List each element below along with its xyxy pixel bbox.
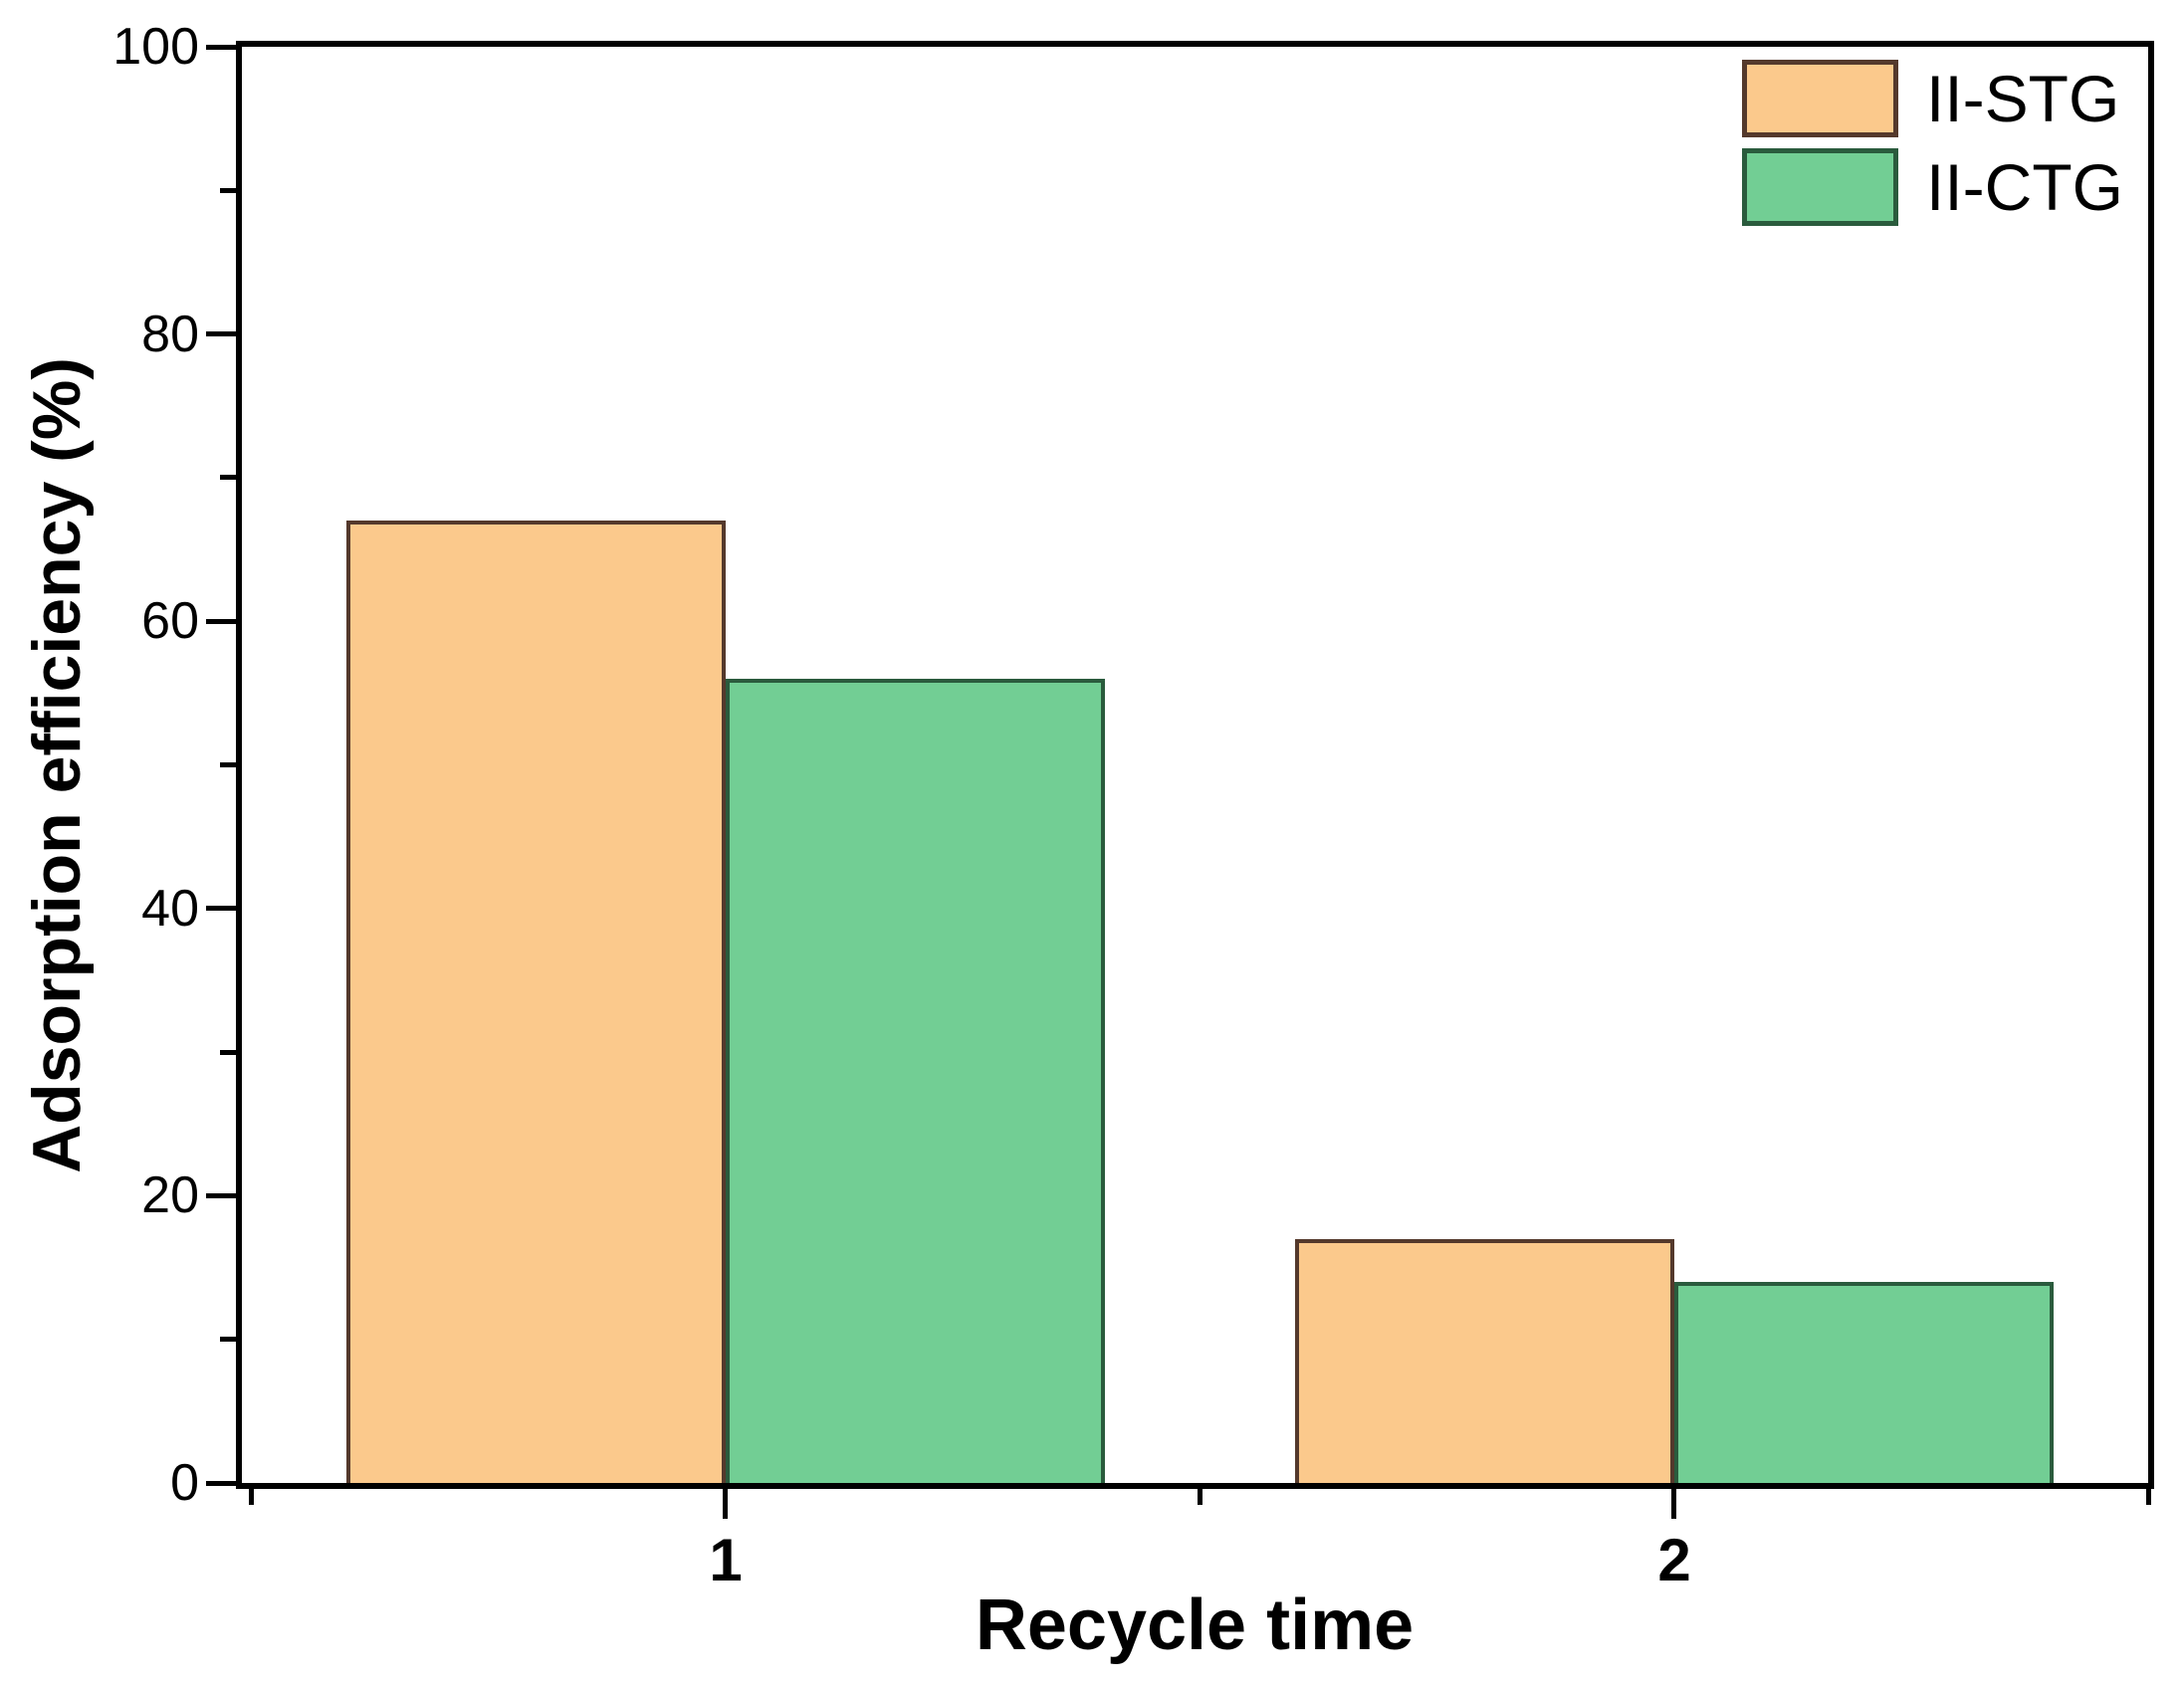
y-minor-tick	[220, 188, 236, 193]
y-minor-tick	[220, 762, 236, 767]
legend: II-STG II-CTG	[1742, 60, 2123, 226]
y-minor-tick	[220, 1050, 236, 1055]
y-minor-tick	[220, 1337, 236, 1342]
x-axis-title: Recycle time	[975, 1585, 1415, 1665]
y-tick-label: 20	[141, 1166, 199, 1224]
bar-II-STG-1	[346, 521, 726, 1483]
x-tick-label: 1	[709, 1527, 743, 1593]
y-minor-tick	[220, 475, 236, 480]
bar-II-CTG-2	[1674, 1282, 2054, 1483]
legend-label-stg: II-STG	[1926, 62, 2120, 135]
legend-swatch-stg	[1742, 60, 1898, 137]
bar-II-CTG-1	[726, 679, 1105, 1483]
x-major-tick	[723, 1489, 728, 1519]
legend-swatch-ctg	[1742, 148, 1898, 226]
legend-item-stg: II-STG	[1742, 60, 2123, 137]
legend-item-ctg: II-CTG	[1742, 148, 2123, 226]
x-tick-label: 2	[1657, 1527, 1691, 1593]
x-major-tick	[1671, 1489, 1676, 1519]
y-tick-label: 0	[170, 1454, 199, 1512]
y-tick-label: 40	[141, 880, 199, 938]
y-tick-label: 80	[141, 306, 199, 363]
x-minor-tick	[249, 1489, 254, 1505]
y-major-tick	[206, 1193, 236, 1198]
y-major-tick	[206, 45, 236, 50]
y-major-tick	[206, 1481, 236, 1486]
y-tick-label: 60	[141, 592, 199, 650]
x-minor-tick	[2146, 1489, 2151, 1505]
y-axis-title: Adsorption efficiency (%)	[19, 357, 95, 1173]
y-major-tick	[206, 619, 236, 624]
y-tick-label: 100	[112, 18, 199, 76]
x-minor-tick	[1198, 1489, 1202, 1505]
y-major-tick	[206, 906, 236, 911]
legend-label-ctg: II-CTG	[1926, 150, 2123, 224]
bar-II-STG-2	[1295, 1239, 1674, 1483]
bars-layer	[242, 47, 2148, 1483]
y-major-tick	[206, 331, 236, 336]
